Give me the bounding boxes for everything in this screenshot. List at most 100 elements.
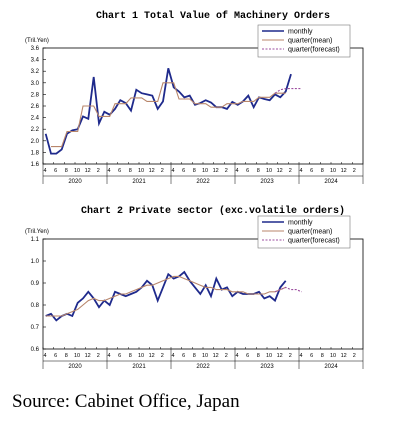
x-tick-label: 6	[118, 353, 121, 359]
x-tick-label: 12	[149, 168, 155, 174]
x-tick-label: 6	[310, 168, 313, 174]
x-tick-label: 6	[182, 353, 185, 359]
x-tick-label: 4	[43, 353, 46, 359]
y-tick-label: 3.6	[31, 46, 40, 52]
x-tick-label: 4	[43, 168, 46, 174]
x-tick-label: 10	[330, 353, 336, 359]
y-tick-label: 0.9	[31, 281, 40, 287]
x-tick-label: 12	[149, 353, 155, 359]
x-tick-label: 4	[171, 353, 174, 359]
y-tick-label: 3.0	[31, 81, 40, 87]
x-tick-label: 2	[161, 168, 164, 174]
year-label: 2022	[196, 364, 210, 370]
y-tick-label: 1.6	[31, 162, 40, 168]
x-tick-label: 8	[257, 168, 260, 174]
x-tick-label: 4	[171, 168, 174, 174]
year-label: 2022	[196, 179, 210, 185]
x-tick-label: 6	[54, 353, 57, 359]
chart-title: Chart 1 Total Value of Machinery Orders	[96, 10, 330, 22]
series-line-monthly	[44, 68, 292, 155]
x-tick-label: 10	[266, 353, 272, 359]
x-tick-label: 12	[85, 168, 91, 174]
chart-title: Chart 2 Private sector (exc.volatile ord…	[81, 205, 345, 217]
x-tick-label: 8	[65, 353, 68, 359]
x-tick-label: 2	[161, 353, 164, 359]
x-tick-label: 4	[299, 353, 302, 359]
y-tick-label: 1.8	[31, 150, 40, 156]
legend-label: quarter(forecast)	[288, 47, 340, 54]
x-tick-label: 8	[321, 353, 324, 359]
x-tick-label: 4	[235, 168, 238, 174]
legend-label: quarter(mean)	[288, 38, 332, 45]
x-tick-label: 6	[246, 168, 249, 174]
source-note: Source: Cabinet Office, Japan	[12, 391, 240, 412]
x-tick-label: 8	[129, 353, 132, 359]
y-tick-label: 2.6	[31, 104, 40, 110]
x-tick-label: 2	[97, 353, 100, 359]
year-label: 2020	[68, 179, 82, 185]
x-tick-label: 8	[193, 353, 196, 359]
year-label: 2023	[260, 364, 274, 370]
y-tick-label: 2.2	[31, 127, 40, 133]
x-tick-label: 10	[74, 168, 80, 174]
x-tick-label: 2	[353, 168, 356, 174]
y-tick-label: 0.6	[31, 347, 40, 353]
year-label: 2021	[132, 364, 146, 370]
chart-1: Chart 1 Total Value of Machinery Orders (…	[25, 10, 364, 185]
y-tick-label: 3.4	[31, 58, 40, 64]
y-tick-label: 2.0	[31, 139, 40, 145]
x-tick-label: 12	[277, 168, 283, 174]
y-axis-unit: (Tril.Yen)	[25, 229, 49, 235]
legend-label: quarter(forecast)	[288, 238, 340, 245]
x-tick-label: 10	[202, 353, 208, 359]
x-tick-label: 12	[85, 353, 91, 359]
y-tick-label: 2.4	[31, 116, 40, 122]
x-tick-label: 8	[321, 168, 324, 174]
x-tick-label: 10	[202, 168, 208, 174]
series-line-monthly	[45, 270, 287, 322]
y-tick-label: 2.8	[31, 92, 40, 98]
x-tick-label: 4	[107, 168, 110, 174]
x-tick-label: 10	[330, 168, 336, 174]
x-tick-label: 6	[118, 168, 121, 174]
x-tick-label: 10	[138, 353, 144, 359]
x-tick-label: 2	[289, 168, 292, 174]
x-tick-label: 12	[213, 353, 219, 359]
y-tick-label: 3.2	[31, 69, 40, 75]
x-tick-label: 8	[65, 168, 68, 174]
x-tick-label: 6	[246, 353, 249, 359]
legend-label: quarter(mean)	[288, 229, 332, 236]
x-tick-label: 12	[213, 168, 219, 174]
x-tick-label: 6	[54, 168, 57, 174]
x-tick-label: 12	[341, 168, 347, 174]
x-tick-label: 2	[353, 353, 356, 359]
series-line-quarter-mean-	[45, 275, 286, 317]
x-tick-label: 2	[225, 353, 228, 359]
x-tick-label: 8	[129, 168, 132, 174]
y-tick-label: 1.0	[31, 259, 40, 265]
series-line-quarter-forecast-	[274, 286, 302, 293]
year-label: 2021	[132, 179, 146, 185]
x-tick-label: 4	[235, 353, 238, 359]
year-label: 2024	[324, 364, 338, 370]
x-tick-label: 2	[289, 353, 292, 359]
x-tick-label: 10	[266, 168, 272, 174]
y-tick-label: 0.7	[31, 325, 40, 331]
year-label: 2020	[68, 364, 82, 370]
series-line-quarter-forecast-	[274, 88, 302, 94]
series-line-quarter-mean-	[51, 82, 286, 148]
x-tick-label: 12	[341, 353, 347, 359]
x-tick-label: 6	[310, 353, 313, 359]
x-tick-label: 2	[97, 168, 100, 174]
x-tick-label: 10	[138, 168, 144, 174]
legend-label: monthly	[288, 29, 313, 36]
legend-label: monthly	[288, 220, 313, 227]
chart-2: Chart 2 Private sector (exc.volatile ord…	[25, 205, 364, 370]
x-tick-label: 4	[107, 353, 110, 359]
x-tick-label: 8	[193, 168, 196, 174]
year-label: 2024	[324, 179, 338, 185]
x-tick-label: 8	[257, 353, 260, 359]
x-tick-label: 10	[74, 353, 80, 359]
y-tick-label: 0.8	[31, 303, 40, 309]
